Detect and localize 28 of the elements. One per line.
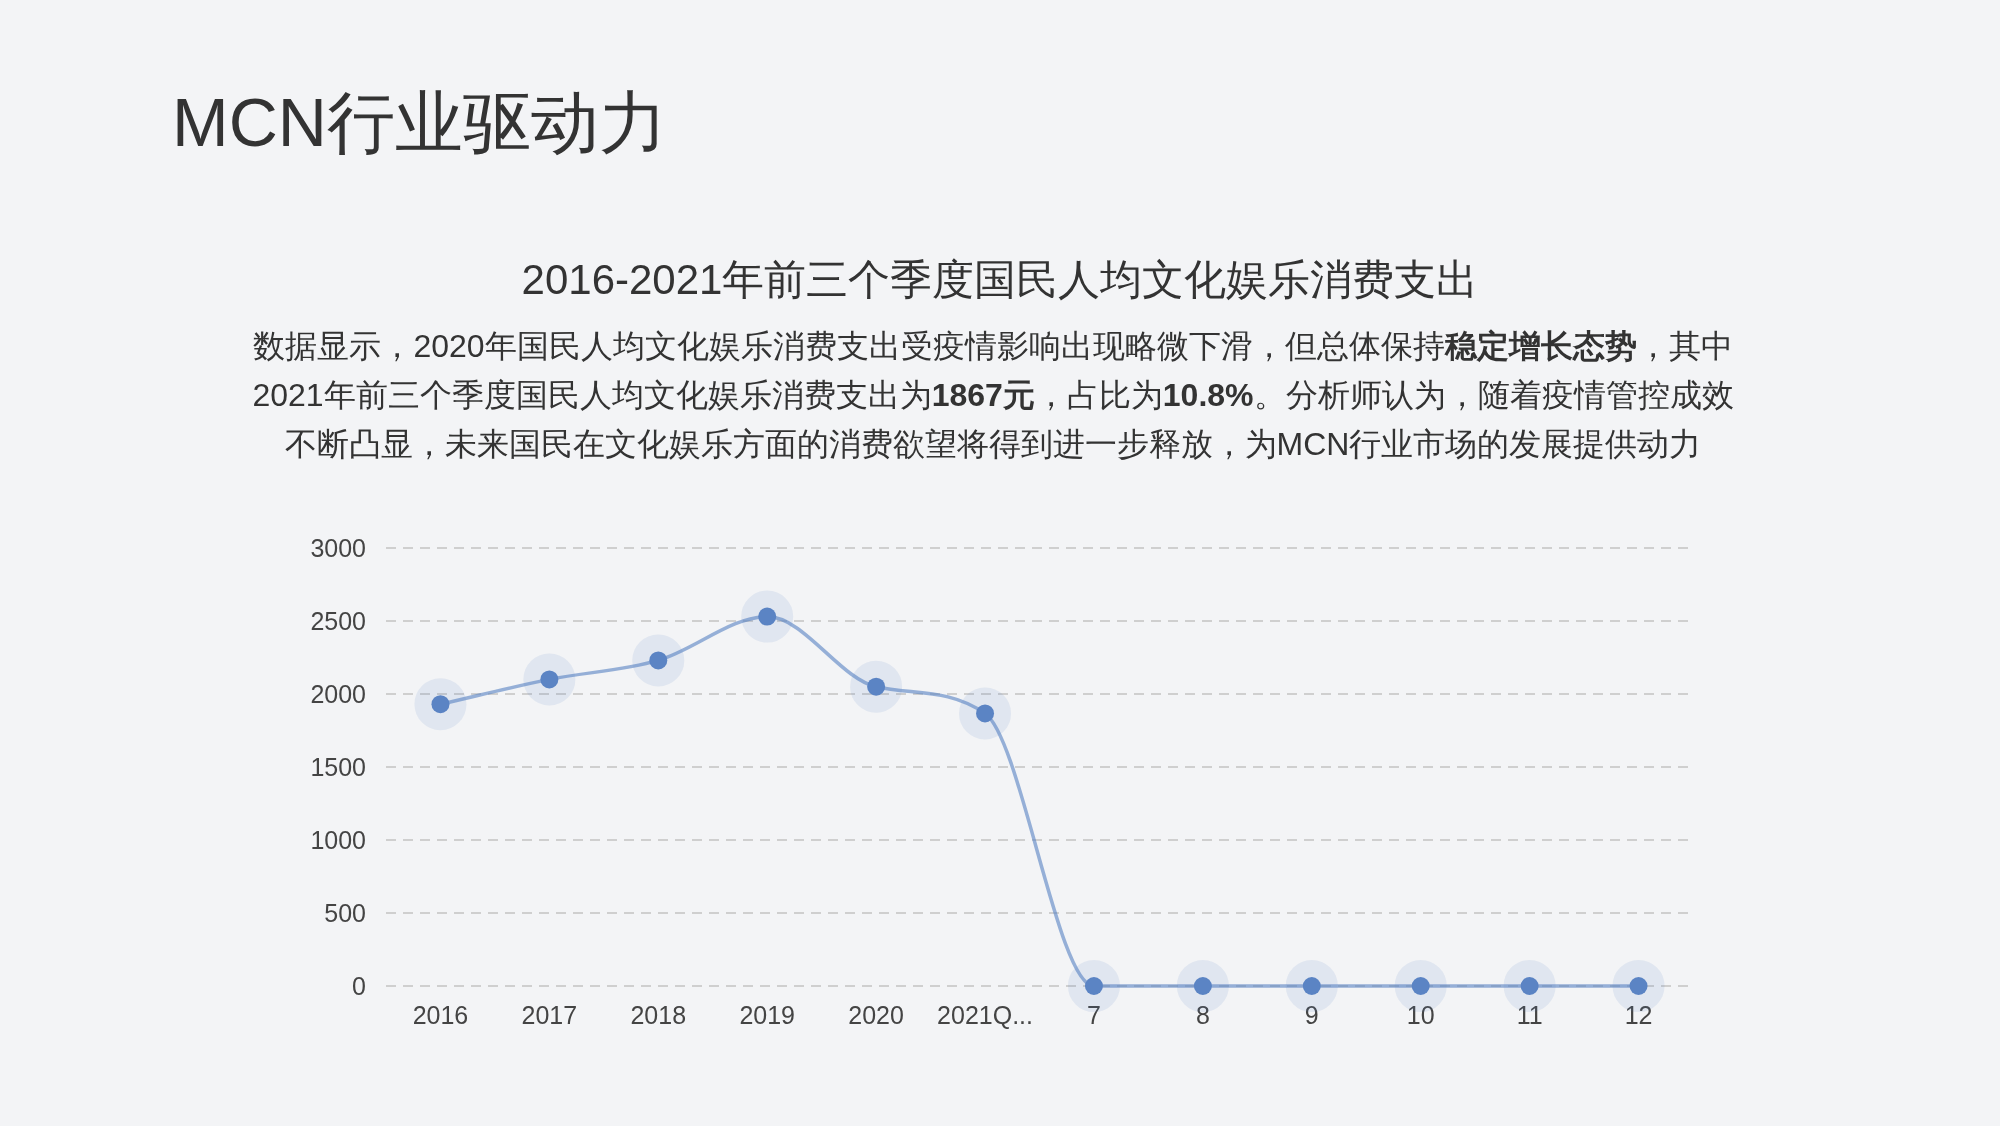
x-tick-label: 12 — [1624, 1001, 1653, 1029]
y-tick-label: 1000 — [310, 826, 366, 854]
point — [741, 590, 794, 643]
chart-title: MCN行业驱动力 — [172, 83, 667, 162]
x-tick-label: 2020 — [848, 1001, 904, 1029]
x-tick-label: 2018 — [630, 1001, 687, 1029]
chart-subtitle: 2016-2021年前三个季度国民人均文化娱乐消费支出 — [520, 255, 1480, 305]
x-tick-label: 2021Q... — [937, 1001, 1033, 1029]
x-tick-label: 2019 — [739, 1001, 796, 1029]
y-tick-label: 500 — [324, 899, 366, 927]
y-tick-label: 2500 — [310, 607, 366, 635]
y-tick-label: 2000 — [310, 680, 366, 708]
y-tick-label: 1500 — [310, 753, 366, 781]
point — [959, 687, 1012, 740]
x-tick-label: 2016 — [412, 1001, 469, 1029]
text: 数据显示，2020年国民人均文化娱乐消费支出受疫情影响出现略微下滑，但总体保持稳定增长态势，其中2021年前三个季度国民人均文化娱乐消费支出为1867元，占比为10.8%。分析师认为，随着疫情管控成效不断凸显，未来国民在文化娱乐方面的消费欲望将得到进一步释放，为MCN行业市场的发展提供动力 — [252, 328, 1734, 462]
point — [414, 678, 467, 731]
y-tick-label: 3000 — [310, 534, 366, 562]
point — [850, 660, 903, 713]
x-tick-label: 2017 — [521, 1001, 578, 1029]
point — [632, 634, 685, 687]
x-tick-label: 8 — [1195, 1001, 1210, 1029]
y-tick-label: 0 — [352, 972, 366, 1000]
x-tick-label: 7 — [1087, 1001, 1101, 1029]
x-tick-label: 11 — [1516, 1001, 1543, 1029]
point — [523, 653, 576, 706]
x-tick-label: 10 — [1406, 1001, 1435, 1029]
x-tick-label: 9 — [1304, 1001, 1319, 1029]
